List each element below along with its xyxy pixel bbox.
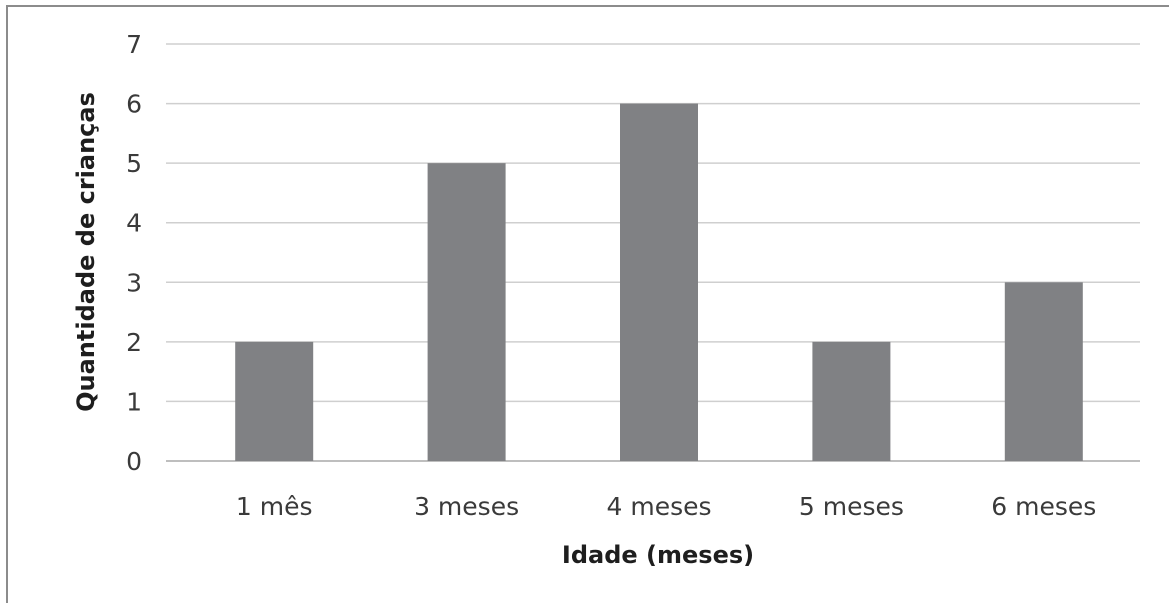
- x-category-label: 3 meses: [414, 492, 519, 521]
- bar: [1004, 282, 1083, 461]
- bar: [812, 341, 891, 461]
- y-tick-label: 3: [126, 268, 142, 297]
- bar: [427, 163, 506, 461]
- y-tick-label: 7: [126, 30, 142, 59]
- bar: [620, 103, 698, 462]
- y-tick-label: 0: [126, 447, 142, 476]
- chart-frame: [6, 5, 1169, 603]
- y-tick-label: 4: [126, 209, 142, 238]
- x-category-label: 6 meses: [991, 492, 1096, 521]
- x-axis-title: Idade (meses): [562, 541, 754, 569]
- y-tick-label: 6: [126, 90, 142, 119]
- x-category-labels: 1 mês 3 meses 4 meses 5 meses 6 meses: [236, 492, 1096, 521]
- bars: [235, 103, 1083, 462]
- y-tick-labels: 0 1 2 3 4 5 6 7: [126, 30, 142, 476]
- y-tick-label: 5: [126, 149, 142, 178]
- y-tick-label: 1: [126, 387, 142, 416]
- y-axis-title: Quantidade de crianças: [72, 92, 100, 412]
- x-category-label: 4 meses: [606, 492, 711, 521]
- x-category-label: 1 mês: [236, 492, 313, 521]
- y-tick-label: 2: [126, 328, 142, 357]
- bar: [235, 341, 314, 461]
- x-category-label: 5 meses: [799, 492, 904, 521]
